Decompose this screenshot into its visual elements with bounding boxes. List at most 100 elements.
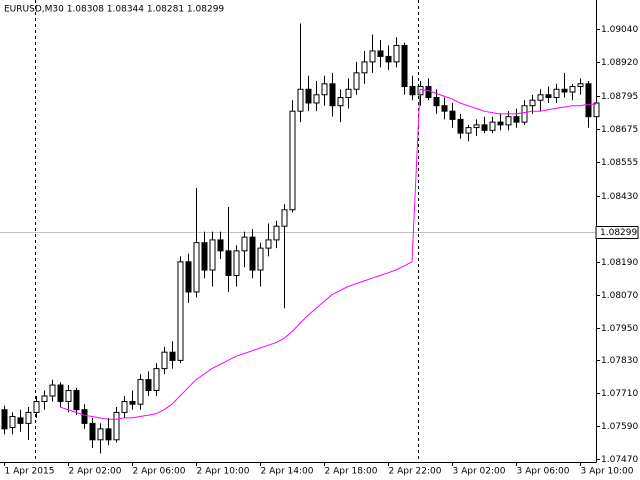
y-tick-label: 1.08190 [601,258,638,268]
candle-body [417,86,424,96]
candle-body [257,247,264,271]
candle-body [169,351,176,361]
x-tick-label: 3 Apr 06:00 [517,467,570,477]
candle-body [57,384,64,402]
candle-body [321,83,328,96]
candle-body [481,124,488,131]
candle-body [433,96,440,107]
candle-body [345,88,352,98]
x-tick-label: 1 Apr 2015 [5,467,55,477]
candle-body [377,50,384,57]
candle-body [593,102,600,118]
candle-body [161,351,168,370]
x-tick-label: 3 Apr 02:00 [453,467,506,477]
candle-body [201,242,208,271]
y-tick-label: 1.08920 [601,58,638,68]
x-tick-label: 2 Apr 06:00 [133,467,186,477]
y-tick-label: 1.08675 [601,125,638,135]
current-price-box [595,226,639,239]
candle-body [361,61,368,74]
candle-body [177,261,184,361]
chart-title: EURUSD,M30 1.08308 1.08344 1.08281 1.082… [4,5,224,15]
candle-body [497,121,504,126]
candle-body [89,422,96,441]
candle-body [49,384,56,397]
x-tick-label: 2 Apr 14:00 [261,467,314,477]
candle-body [265,239,272,249]
candle-body [33,400,40,413]
candle-body [281,209,288,227]
candle-body [569,86,576,93]
candle-body [113,411,120,441]
candle-body [529,99,536,107]
y-tick-label: 1.07830 [601,356,638,366]
candle-body [81,409,88,424]
candle-body [121,400,128,413]
candle-body [401,44,408,88]
candle-body [425,86,432,98]
candle-body [289,110,296,211]
y-tick-label: 1.07710 [601,389,638,399]
candle-body [489,121,496,131]
candle-body [513,116,520,123]
candle-body [233,250,240,277]
candle-body [577,83,584,88]
candle-body [137,379,144,405]
candle-body [305,88,312,104]
candle-body [97,428,104,441]
moving-average [59,88,596,420]
candle-body [297,88,304,112]
candle-body [521,105,528,123]
candle-body [105,428,112,441]
candle-body [9,416,16,428]
candle-body [209,239,216,271]
candle-body [337,96,344,107]
candle-body [217,239,224,252]
y-tick-label: 1.08795 [601,92,638,102]
candle-body [249,236,256,271]
candle-body [505,116,512,126]
candle-body [457,118,464,134]
candle-body [73,390,80,411]
candle-body [441,105,448,112]
candle-body [185,261,192,293]
candle-body [585,83,592,118]
candle-body [129,400,136,405]
y-tick-label: 1.07950 [601,324,638,334]
candle-body [385,55,392,63]
candle-body [545,94,552,98]
candle-body [473,124,480,129]
y-tick-label: 1.08070 [601,291,638,301]
candle-body [145,379,152,392]
candle-body [553,88,560,98]
y-tick-label: 1.07590 [601,422,638,432]
candle-body [353,72,360,90]
x-tick-label: 2 Apr 02:00 [69,467,122,477]
x-tick-label: 2 Apr 18:00 [325,467,378,477]
candle-body [25,411,32,424]
x-tick-label: 3 Apr 10:00 [581,467,634,477]
candle-body [273,225,280,241]
x-tick-label: 2 Apr 22:00 [389,467,442,477]
current-price-label: 1.08299 [600,228,637,238]
candle-body [41,395,48,402]
candle-body [449,110,456,120]
candle-body [409,86,416,96]
candle-body [1,409,8,430]
candle-body [465,127,472,134]
candle-body [329,83,336,107]
candle-body [65,390,72,402]
candle-body [241,236,248,252]
x-tick-label: 2 Apr 10:00 [197,467,250,477]
candle-body [369,50,376,63]
candle-body [153,368,160,392]
candle-body [561,88,568,93]
y-tick-label: 1.09040 [601,25,638,35]
candle-body [225,250,232,277]
y-tick-label: 1.08555 [601,158,638,168]
candle-body [537,94,544,101]
y-tick-label: 1.07470 [601,455,638,465]
candle-body [393,44,400,63]
